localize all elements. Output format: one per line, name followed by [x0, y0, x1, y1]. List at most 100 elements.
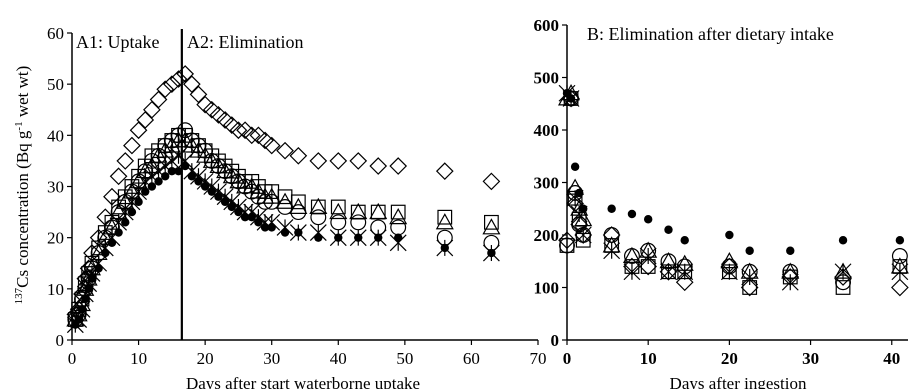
data-point-circle: [390, 219, 407, 236]
x-tick-label: 50: [396, 349, 413, 368]
data-point-triangle: [289, 197, 308, 214]
data-point-diamond: [249, 126, 268, 145]
data-point-cross: [170, 147, 187, 165]
panel-b-x-axis-title: Days after ingestion: [670, 374, 807, 389]
data-point-diamond: [229, 121, 248, 140]
data-point-triangle: [156, 141, 175, 158]
data-point-diamond: [558, 231, 576, 250]
data-point-triangle: [482, 218, 501, 235]
data-point-dot: [786, 246, 795, 255]
data-point-dot: [745, 246, 754, 255]
data-point-dot: [107, 238, 117, 247]
series-square: [67, 127, 499, 327]
data-point-triangle: [202, 151, 221, 168]
data-point-dot: [838, 236, 848, 245]
data-point-triangle: [276, 192, 295, 209]
y-tick-label: 300: [534, 174, 560, 193]
data-point-triangle: [209, 156, 228, 174]
data-point-triangle: [196, 146, 215, 163]
data-point-diamond: [143, 100, 161, 119]
panel-a-x-axis-title: Days after start waterborne uptake: [186, 374, 420, 389]
y-tick-label: 50: [47, 75, 64, 94]
data-point-dot: [114, 228, 123, 237]
data-point-triangle: [222, 167, 241, 184]
data-point-dot: [394, 233, 403, 242]
data-point-dot: [440, 243, 449, 253]
data-point-diamond: [566, 194, 584, 213]
data-point-dot: [81, 294, 90, 304]
data-point-circle: [330, 214, 347, 231]
data-point-triangle: [389, 207, 408, 225]
data-point-diamond: [740, 278, 759, 297]
data-point-dot: [74, 315, 83, 324]
data-point-dot: [280, 228, 290, 237]
data-point-diamond: [116, 152, 135, 170]
series-cross: [558, 84, 909, 291]
data-point-diamond: [289, 146, 308, 165]
y-tick-label: 60: [47, 24, 64, 43]
data-point-dot: [214, 192, 223, 201]
y-title-exponent: -1: [13, 121, 25, 130]
data-point-diamond: [349, 152, 368, 170]
data-point-diamond: [389, 157, 408, 175]
data-point-circle: [623, 248, 640, 264]
data-point-diamond: [216, 111, 234, 129]
data-point-dot: [87, 274, 97, 283]
data-point-diamond: [123, 136, 141, 155]
data-point-dot: [725, 230, 734, 240]
y-tick-label: 400: [534, 121, 560, 140]
data-point-dot: [247, 213, 256, 222]
data-point-dot: [664, 225, 673, 234]
data-point-dot: [167, 166, 177, 176]
data-point-triangle: [329, 202, 348, 220]
data-point-circle: [891, 248, 908, 264]
data-point-dot: [294, 228, 303, 237]
data-point-cross: [574, 226, 592, 244]
data-point-dot: [141, 187, 150, 196]
data-point-dot: [101, 248, 110, 258]
panel-a-region-elimination: A2: Elimination: [187, 32, 304, 52]
data-point-dot: [234, 207, 243, 217]
series-dot: [71, 161, 496, 329]
y-tick-label: 100: [534, 279, 560, 298]
x-tick-label: 40: [883, 349, 900, 368]
data-point-triangle: [249, 182, 268, 199]
data-point-cross: [891, 263, 909, 281]
data-point-dot: [174, 166, 183, 176]
panel-a-ticks: 0 10 20 30 40 50 60 70 0 10 20 30 40 50 60: [47, 24, 547, 368]
data-point-cross: [781, 273, 799, 291]
y-title-text: concentration (Bq g: [13, 130, 32, 270]
data-point-dot: [254, 218, 263, 227]
data-point-dot: [374, 233, 383, 242]
data-point-diamond: [176, 65, 195, 83]
data-point-triangle: [622, 246, 641, 263]
data-point-cross: [163, 152, 181, 170]
data-point-circle: [310, 209, 327, 226]
data-point-diamond: [209, 106, 228, 124]
data-point-diamond: [639, 257, 658, 276]
panel-a-marks: [66, 65, 501, 334]
data-point-dot: [84, 284, 93, 294]
data-point-square: [290, 194, 306, 210]
data-point-circle: [603, 227, 620, 243]
x-tick-label: 30: [802, 349, 819, 368]
data-point-cross: [558, 84, 576, 102]
data-point-cross: [676, 263, 694, 281]
data-point-diamond: [242, 126, 261, 145]
data-point-diamond: [675, 273, 694, 292]
panel-a-region-uptake: A1: Uptake: [76, 32, 159, 52]
data-point-cross: [130, 183, 147, 201]
data-point-cross: [834, 263, 852, 281]
x-tick-label: 60: [463, 349, 480, 368]
data-point-triangle: [176, 131, 195, 148]
panel-a-y-axis-title: 137Cs concentration (Bq g-1 wet wt): [13, 66, 32, 305]
data-point-dot: [570, 162, 580, 171]
x-tick-label: 70: [530, 349, 547, 368]
data-point-cross: [562, 90, 580, 107]
data-point-triangle: [162, 136, 181, 153]
y-tick-label: 0: [56, 331, 65, 350]
data-point-dot: [187, 172, 197, 181]
data-point-dot: [180, 161, 190, 171]
data-point-dot: [895, 236, 905, 245]
